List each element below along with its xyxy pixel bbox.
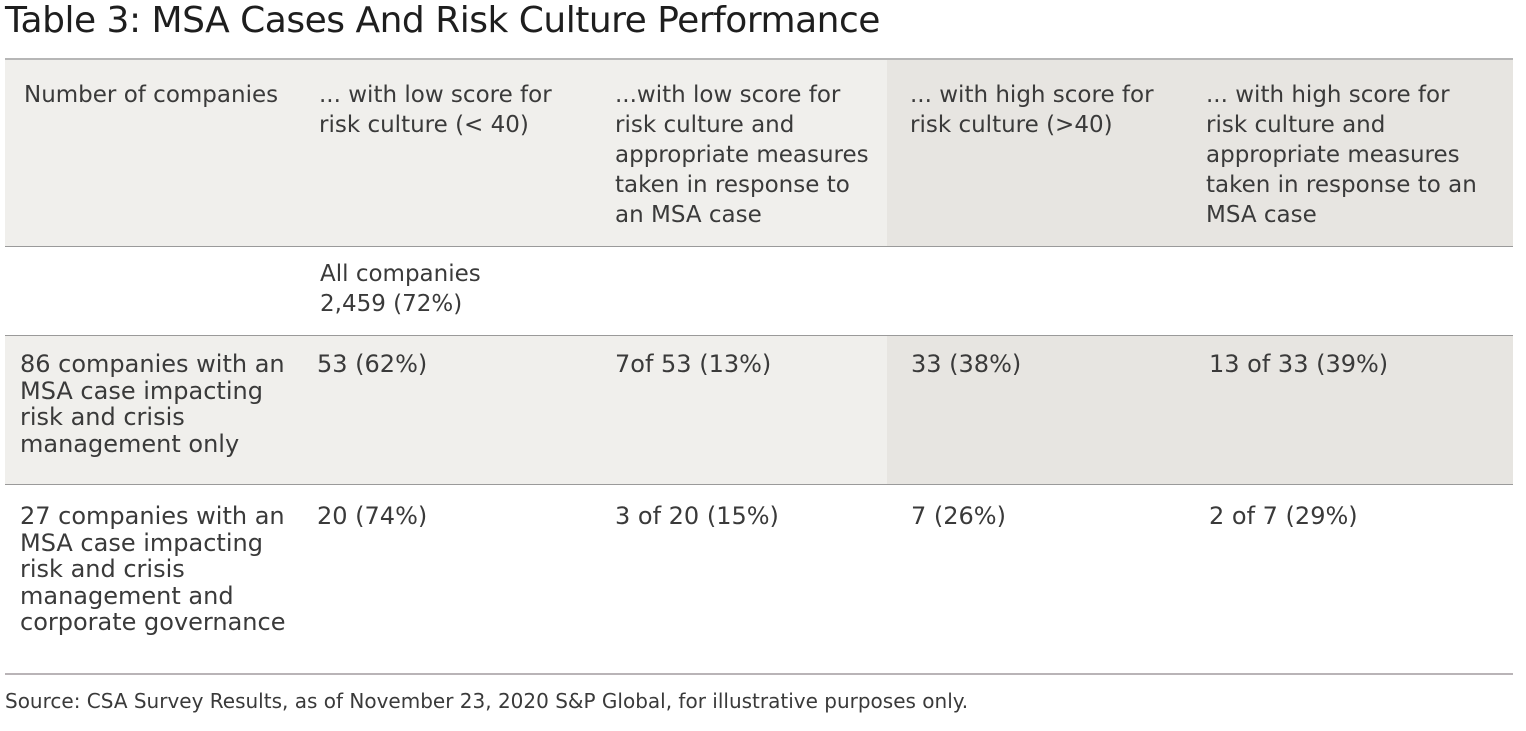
all-companies-cell: All companies 2,459 (72%) [320,259,580,319]
row-cell-low-score-measures: 3 of 20 (15%) [615,502,779,530]
row-cell-low-score: 53 (62%) [317,350,428,378]
header-low-score: ... with low score for risk culture (< 4… [319,82,552,138]
data-table: Number of companies ... with low score f… [5,58,1513,675]
row-label: 27 companies with an MSA case impacting … [20,502,286,636]
header-high-score-measures: ... with high score for risk culture and… [1206,82,1477,228]
row-cell-high-score-measures: 2 of 7 (29%) [1209,502,1358,530]
all-companies-row: All companies 2,459 (72%) [5,247,1513,336]
row-label: 86 companies with an MSA case impacting … [20,350,285,458]
header-low-score-measures: ...with low score for risk culture and a… [615,82,869,228]
row-cell-high-score: 33 (38%) [911,350,1022,378]
row-cell-high-score: 7 (26%) [911,502,1006,530]
all-companies-value: 2,459 (72%) [320,291,463,317]
row-cell-high-score-measures: 13 of 33 (39%) [1209,350,1389,378]
header-shade [887,60,1513,246]
table-row: 27 companies with an MSA case impacting … [5,485,1513,675]
row-cell-low-score-measures: 7of 53 (13%) [615,350,772,378]
table-header-row: Number of companies ... with low score f… [5,58,1513,247]
source-note: Source: CSA Survey Results, as of Novemb… [5,689,969,713]
table-title: Table 3: MSA Cases And Risk Culture Perf… [5,0,880,41]
all-companies-label: All companies [320,261,481,287]
table-row: 86 companies with an MSA case impacting … [5,336,1513,485]
row-shade [887,336,1513,484]
header-high-score: ... with high score for risk culture (>4… [910,82,1154,138]
row-cell-low-score: 20 (74%) [317,502,428,530]
header-number-of-companies: Number of companies [24,82,279,108]
